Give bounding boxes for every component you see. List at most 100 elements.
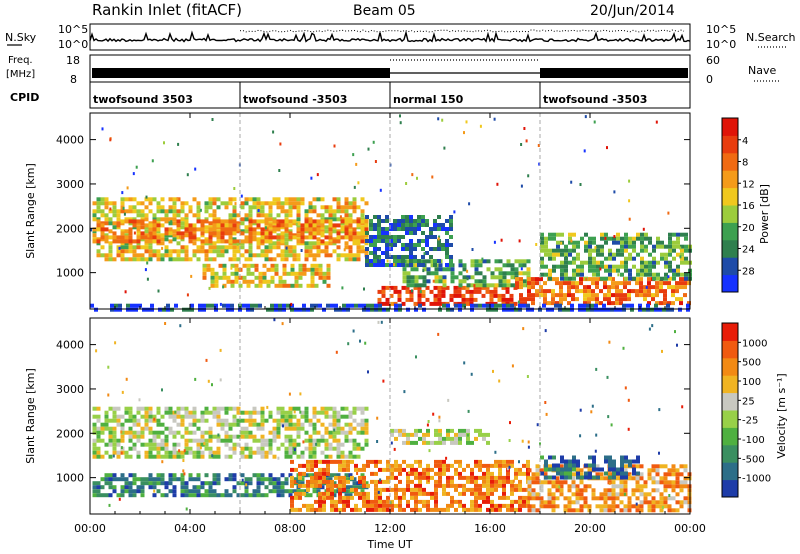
heat-cell [506,467,509,471]
heat-cell [276,241,281,246]
heat-cell [354,487,358,492]
heat-cell [234,271,239,276]
heat-cell [296,205,301,210]
heat-cell [613,190,616,194]
heat-cell [292,414,297,419]
heat-cell [544,272,548,277]
heat-cell [474,263,479,268]
colorbar-swatch [722,187,738,206]
heat-cell [257,209,260,212]
heat-cell [382,487,386,492]
heat-cell [324,454,329,459]
heat-cell [120,219,125,224]
heat-cell [638,307,642,312]
freq-panel: Freq. [MHz] 18 8 60 0 Nave [6,54,780,86]
heat-cell [240,493,245,498]
heat-cell [658,408,661,412]
heat-cell [304,414,309,419]
heat-cell [220,493,225,498]
heat-cell [644,244,648,249]
heat-cell [547,496,552,501]
heat-cell [208,485,213,490]
heat-cell [344,422,349,427]
heat-cell [236,481,241,486]
heat-cell [675,289,679,294]
heat-cell [144,418,149,423]
heat-cell [679,281,683,286]
heat-cell [519,285,523,290]
heat-cell [172,205,177,210]
heat-cell [338,307,342,312]
heat-cell [527,440,530,444]
heat-cell [418,436,422,441]
heat-cell [595,464,600,469]
heat-cell [608,248,612,253]
heat-cell [571,472,576,477]
heat-cell [668,240,672,245]
heat-cell [324,410,329,415]
heat-cell [312,253,317,258]
heat-cell [324,477,329,482]
heat-cell [663,281,667,286]
heat-cell [156,442,161,447]
heat-cell [306,507,310,512]
heat-cell [200,450,205,455]
heat-cell [232,418,237,423]
heat-cell [104,450,109,455]
x-tick-label: 04:00 [174,522,206,535]
heat-cell [632,471,636,476]
heat-cell [180,485,185,490]
heat-cell [462,303,466,308]
heat-cell [655,120,658,124]
heat-cell [342,463,346,468]
heat-cell [112,205,117,210]
heat-cell [608,276,612,281]
heat-cell [176,257,181,262]
heat-cell [340,442,345,447]
heat-cell [192,430,197,435]
heat-cell [180,422,185,427]
heat-cell [179,324,182,328]
heat-cell [246,279,251,284]
heat-cell [190,274,193,278]
heat-cell [628,236,632,241]
heat-cell [389,235,393,239]
heat-cell [526,459,530,464]
heat-cell [498,467,502,472]
heat-cell [671,484,676,489]
heat-cell [389,239,393,243]
heat-cell [623,468,628,473]
heat-cell [599,472,604,477]
heat-cell [116,450,121,455]
heat-cell [268,209,273,214]
heat-cell [612,467,616,472]
heat-cell [458,503,462,508]
heat-cell [306,307,310,312]
heat-cell [168,426,173,431]
heat-cell [671,508,676,513]
heat-cell [616,248,620,253]
heat-cell [366,303,370,308]
heat-cell [232,237,237,242]
heat-cell [148,235,153,240]
heat-cell [284,422,289,427]
heat-cell [570,303,574,308]
heat-cell [316,237,321,242]
heat-cell [160,414,165,419]
heat-cell [482,303,486,308]
heat-cell [324,229,329,234]
heat-cell [104,410,109,415]
heat-cell [132,239,137,244]
heat-cell [254,263,259,268]
heat-cell [426,432,430,437]
heat-cell [262,271,267,276]
heat-cell [595,496,600,501]
heat-cell [348,454,353,459]
heat-cell [683,484,688,489]
heat-cell [373,239,377,243]
heat-cell [180,245,185,250]
heat-cell [252,418,257,423]
heat-cell [355,162,358,166]
heat-cell [128,217,133,222]
heat-cell [449,293,454,298]
